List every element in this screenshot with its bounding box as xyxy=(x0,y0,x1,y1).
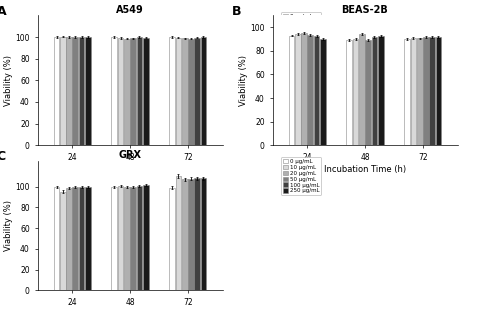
Bar xyxy=(136,37,142,145)
X-axis label: Incubation Time (h): Incubation Time (h) xyxy=(89,165,171,174)
Bar xyxy=(130,187,136,290)
Bar xyxy=(346,40,352,145)
Bar xyxy=(78,37,84,145)
Bar xyxy=(378,36,384,145)
Bar xyxy=(410,38,416,145)
Bar xyxy=(118,186,124,290)
Text: A: A xyxy=(0,5,6,18)
Bar xyxy=(430,37,435,145)
Bar xyxy=(436,37,442,145)
Bar xyxy=(352,39,358,145)
Title: A549: A549 xyxy=(116,5,144,15)
Bar xyxy=(366,40,371,145)
Bar xyxy=(54,37,60,145)
Text: C: C xyxy=(0,150,6,163)
Bar xyxy=(295,34,300,145)
Bar xyxy=(143,185,148,290)
Text: B: B xyxy=(232,5,241,18)
Bar xyxy=(423,37,429,145)
Bar xyxy=(176,176,182,290)
Bar xyxy=(72,187,78,290)
Bar xyxy=(194,38,200,145)
Bar xyxy=(124,39,130,145)
Bar xyxy=(85,37,90,145)
Bar xyxy=(112,187,117,290)
Bar xyxy=(66,37,72,145)
Bar xyxy=(417,38,422,145)
Bar xyxy=(78,187,84,290)
Bar xyxy=(54,187,60,290)
Bar xyxy=(66,188,72,290)
Bar xyxy=(200,178,206,290)
Bar xyxy=(308,35,313,145)
Bar xyxy=(288,36,294,145)
Bar xyxy=(188,179,194,290)
Bar xyxy=(182,179,188,290)
Bar xyxy=(60,36,66,145)
Bar xyxy=(188,39,194,145)
Title: BEAS-2B: BEAS-2B xyxy=(342,5,388,15)
Bar xyxy=(118,38,124,145)
Y-axis label: Viability (%): Viability (%) xyxy=(238,55,248,106)
Bar xyxy=(314,36,320,145)
Bar xyxy=(194,178,200,290)
Bar xyxy=(170,188,175,290)
Bar xyxy=(182,38,188,145)
Bar xyxy=(60,192,66,290)
Bar xyxy=(320,39,326,145)
Bar xyxy=(85,187,90,290)
Bar xyxy=(301,33,307,145)
Y-axis label: Viability (%): Viability (%) xyxy=(4,55,13,106)
Bar xyxy=(136,186,142,290)
Title: GRX: GRX xyxy=(118,150,142,160)
Bar xyxy=(112,37,117,145)
X-axis label: Incubation Time (h): Incubation Time (h) xyxy=(324,165,406,174)
Legend: 0 μg/mL, 10 μg/mL, 20 μg/mL, 50 μg/mL, 100 μg/mL, 250 μg/mL: 0 μg/mL, 10 μg/mL, 20 μg/mL, 50 μg/mL, 1… xyxy=(282,12,322,50)
Bar xyxy=(176,38,182,145)
Bar xyxy=(200,37,206,145)
Y-axis label: Viability (%): Viability (%) xyxy=(4,200,13,251)
Bar xyxy=(124,187,130,290)
Bar xyxy=(72,37,78,145)
Legend: 0 μg/mL, 10 μg/mL, 20 μg/mL, 50 μg/mL, 100 μg/mL, 250 μg/mL: 0 μg/mL, 10 μg/mL, 20 μg/mL, 50 μg/mL, 1… xyxy=(282,157,322,195)
Bar xyxy=(359,34,364,145)
Bar xyxy=(130,38,136,145)
Bar xyxy=(170,37,175,145)
Bar xyxy=(404,39,410,145)
Bar xyxy=(143,38,148,145)
Bar xyxy=(372,37,378,145)
